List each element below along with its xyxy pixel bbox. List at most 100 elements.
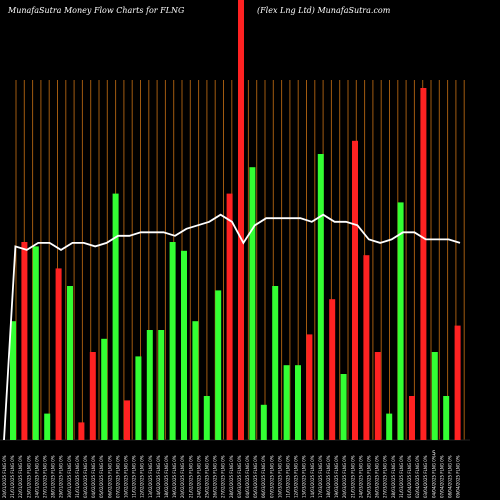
x-tick-label: 13/02/2025 FLNG 0% xyxy=(148,455,153,498)
x-tick-label: 21/02/2025 FLNG 0% xyxy=(188,455,193,498)
x-tick-label: 01/04/2025 FLNG 0% xyxy=(407,455,412,498)
chart-title: MunafaSutra Money Flow Charts for FLNG xyxy=(8,6,185,15)
x-tick-label: 07/03/2025 FLNG 0% xyxy=(269,455,274,498)
bar xyxy=(78,422,85,440)
bar xyxy=(374,352,381,440)
bar xyxy=(135,356,142,440)
x-tick-label: 03/03/2025 FLNG 0% xyxy=(237,455,242,498)
x-tick-label: 29/01/2025 FLNG 0% xyxy=(59,455,64,498)
bar xyxy=(249,167,256,440)
x-tick-label: 03/04/2025 FLNG 0% xyxy=(423,455,428,498)
x-tick-label: 20/03/2025 FLNG 0% xyxy=(342,455,347,498)
x-tick-label: 14/03/2025 FLNG 0% xyxy=(310,455,315,498)
x-tick-label: 25/03/2025 FLNG 0% xyxy=(367,455,372,498)
bar xyxy=(203,396,210,440)
x-tick-label: 17/03/2025 FLNG 0% xyxy=(318,455,323,498)
x-tick-label: 20/01/2025 FLNG 0% xyxy=(2,455,7,498)
x-tick-label: 09/04/2025 FLNG 0% xyxy=(456,455,461,498)
bar xyxy=(260,404,267,440)
x-tick-label: 24/03/2025 FLNG 0% xyxy=(358,455,363,498)
x-tick-label: 07/04/2025 FLNG 0% xyxy=(439,455,444,498)
x-tick-label: 13/03/2025 FLNG 0% xyxy=(302,455,307,498)
x-tick-label: 18/02/2025 FLNG 0% xyxy=(164,455,169,498)
x-tick-label: 04/03/2025 FLNG 0% xyxy=(245,455,250,498)
bar xyxy=(454,325,461,440)
x-tick-label: 28/02/2025 FLNG 0% xyxy=(229,455,234,498)
x-tick-label: 27/03/2025 FLNG 0% xyxy=(383,455,388,498)
x-tick-label: 06/03/2025 FLNG 0% xyxy=(261,455,266,498)
x-tick-label: 22/01/2025 FLNG 0% xyxy=(18,455,23,498)
bar xyxy=(317,154,324,440)
trend-line xyxy=(3,213,461,441)
x-tick-label: 23/01/2025 FLNG 0% xyxy=(26,455,31,498)
x-tick-label: 24/02/2025 FLNG 0% xyxy=(196,455,201,498)
bar xyxy=(124,400,130,440)
x-tick-label: 05/03/2025 FLNG 0% xyxy=(253,455,258,498)
x-tick-label: 31/03/2025 FLNG 0% xyxy=(399,455,404,498)
bar xyxy=(158,330,165,440)
x-tick-label: 18/03/2025 FLNG 0% xyxy=(326,455,331,498)
x-tick-labels: 5 20/01/2025 FLNG 0% 21/01/2025 FLNG 0% 22/… xyxy=(2,450,461,498)
x-tick-label: 26/02/2025 FLNG 0% xyxy=(213,455,218,498)
bar xyxy=(146,330,153,440)
bar xyxy=(431,352,438,440)
x-tick-label: 10/03/2025 FLNG 0% xyxy=(277,455,282,498)
x-tick-label: 05/02/2025 FLNG 0% xyxy=(99,455,104,498)
x-tick-label: 19/03/2025 FLNG 0% xyxy=(334,455,339,498)
bar xyxy=(283,365,290,440)
bar xyxy=(409,396,415,440)
bar xyxy=(181,250,187,440)
x-tick-label: 31/01/2025 FLNG 0% xyxy=(75,455,80,498)
x-tick-label: 12/03/2025 FLNG 0% xyxy=(294,455,299,498)
bar xyxy=(386,413,393,440)
bar xyxy=(352,140,358,441)
x-tick-label: 11/02/2025 FLNG 0% xyxy=(132,455,137,498)
x-tick-label: 04/02/2025 FLNG 0% xyxy=(91,455,96,498)
x-tick-label: 27/01/2025 FLNG 0% xyxy=(43,455,48,498)
x-tick-label: 27/02/2025 FLNG 0% xyxy=(221,455,226,498)
x-tick-label: 21/03/2025 FLNG 0% xyxy=(350,455,355,498)
x-tick-label: 24/01/2025 FLNG 0% xyxy=(34,455,39,498)
x-tick-label: 20/02/2025 FLNG 0% xyxy=(180,455,185,498)
bar xyxy=(44,413,51,440)
bar xyxy=(329,299,336,440)
bar xyxy=(363,255,370,440)
x-tick-label: 26/03/2025 FLNG 0% xyxy=(375,455,380,498)
x-tick-label: 10/02/2025 FLNG 0% xyxy=(124,455,129,498)
bar xyxy=(101,338,108,440)
bars xyxy=(10,0,461,441)
bar xyxy=(55,268,62,440)
x-tick-label: 19/02/2025 FLNG 0% xyxy=(172,455,177,498)
chart-subtitle: (Flex Lng Ltd) MunafaSutra.com xyxy=(257,6,391,15)
bar xyxy=(295,365,301,440)
x-tick-label: 25/02/2025 FLNG 0% xyxy=(205,455,210,498)
bar xyxy=(306,334,313,440)
bar xyxy=(32,246,39,440)
bar xyxy=(238,0,244,440)
x-tick-label: 06/02/2025 FLNG 0% xyxy=(107,455,112,498)
x-tick-label: 02/04/2025 FLNG 0% xyxy=(415,455,420,498)
x-tick-label: 14/02/2025 FLNG 0% xyxy=(156,455,161,498)
bar xyxy=(21,242,28,440)
x-tick-label: 30/01/2025 FLNG 0% xyxy=(67,455,72,498)
x-tick-label: 28/03/2025 FLNG 0% xyxy=(391,455,396,498)
x-tick-label: 03/02/2025 FLNG 0% xyxy=(83,455,88,498)
bar xyxy=(67,286,73,440)
bar xyxy=(226,193,233,440)
x-tick-label: 12/02/2025 FLNG 0% xyxy=(140,455,145,498)
x-tick-label: 07/02/2025 FLNG 0% xyxy=(115,455,120,498)
bar xyxy=(272,286,279,440)
bar xyxy=(112,193,119,440)
trend-line-group xyxy=(3,213,461,441)
grid-lines xyxy=(0,80,470,441)
y-axis-marker: 5 xyxy=(432,450,436,457)
bar xyxy=(443,396,450,440)
x-tick-label: 04/04/2025 FLNG 0% xyxy=(431,455,436,498)
x-tick-label: 11/03/2025 FLNG 0% xyxy=(286,455,291,498)
bar xyxy=(397,202,404,440)
bar xyxy=(215,290,222,440)
bar xyxy=(420,88,427,440)
x-tick-label: 21/01/2025 FLNG 0% xyxy=(10,455,15,498)
